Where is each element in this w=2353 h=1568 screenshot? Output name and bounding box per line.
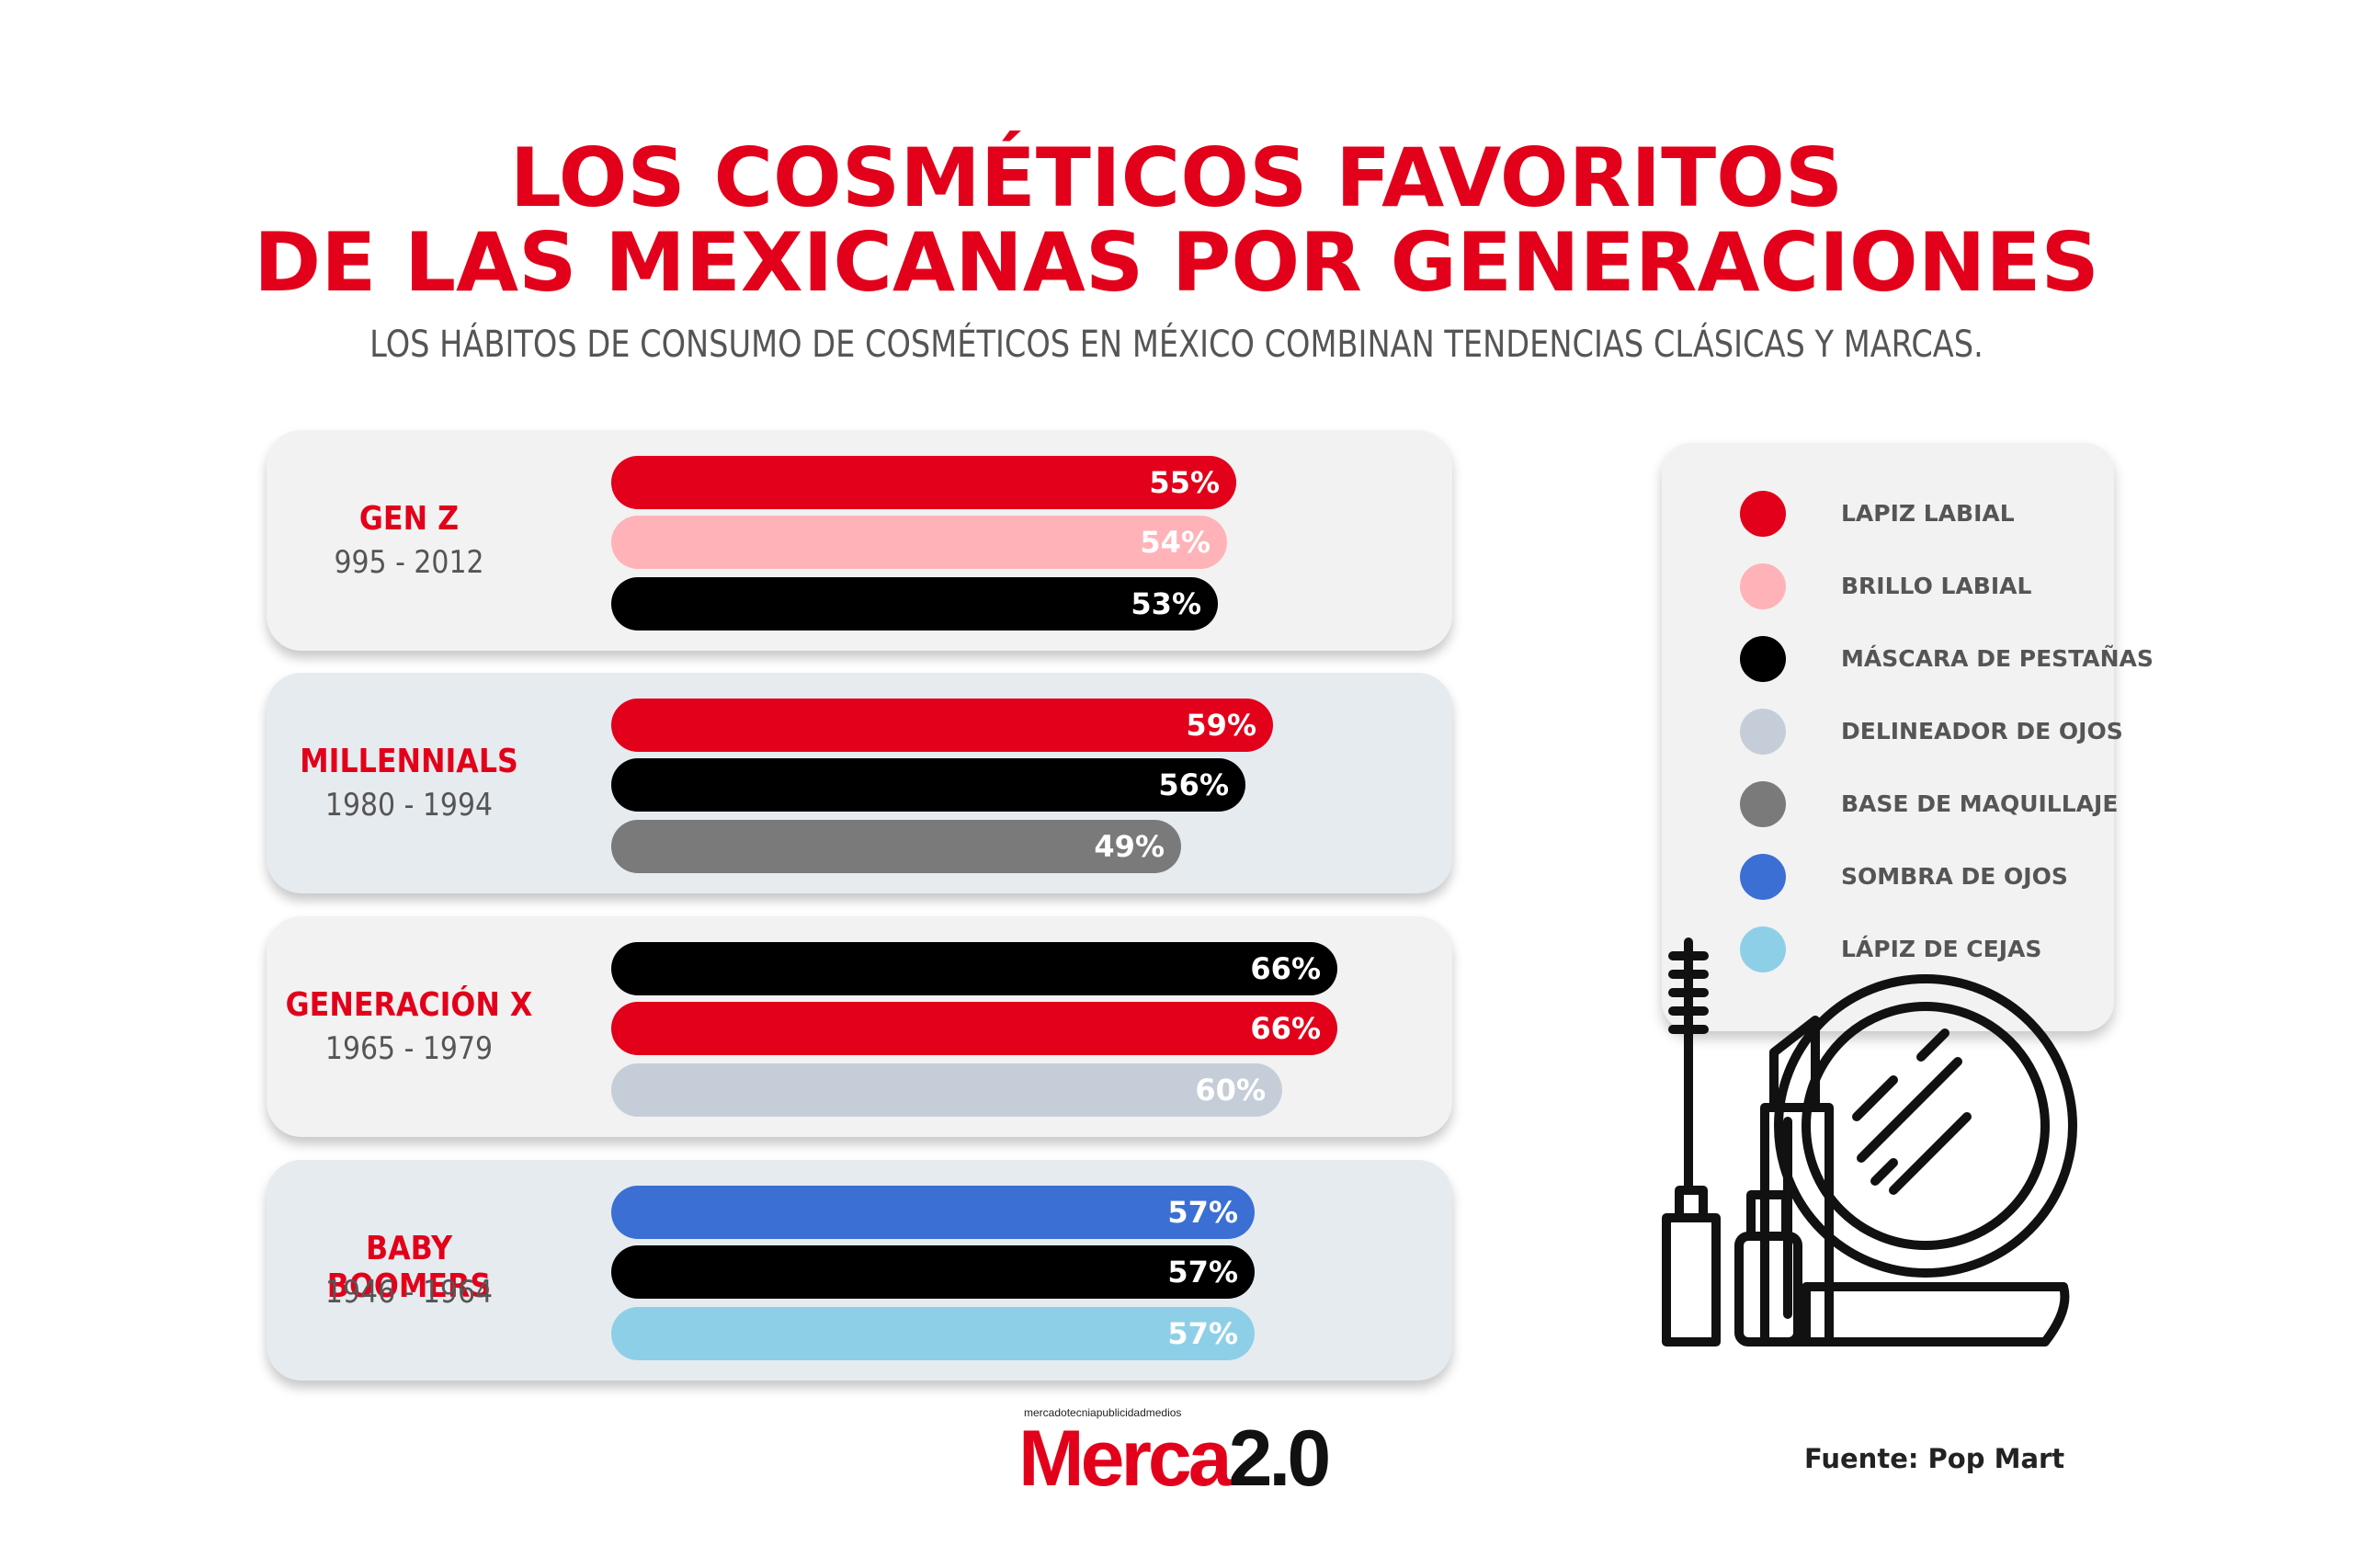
legend-label: DELINEADOR DE OJOS — [1841, 718, 2123, 744]
logo-text-black: 2.0 — [1228, 1415, 1332, 1503]
data-label: 66% — [1250, 951, 1321, 986]
generation-years: 995 - 2012 — [334, 544, 484, 581]
bar: 55% — [611, 456, 1236, 509]
title-line-1: LOS COSMÉTICOS FAVORITOS — [509, 131, 1844, 225]
generation-card: GEN Z 995 - 2012 55% 54% 53% — [267, 430, 1452, 651]
bar: 57% — [611, 1186, 1255, 1239]
legend-swatch — [1740, 709, 1786, 755]
legend-label: SOMBRA DE OJOS — [1841, 863, 2068, 890]
legend-label: LAPIZ LABIAL — [1841, 500, 2015, 527]
generation-card: BABY BOOMERS 1946 - 1964 57% 57% 57% — [267, 1160, 1452, 1381]
chart-title: LOS COSMÉTICOS FAVORITOS DE LAS MEXICANA… — [0, 136, 2353, 305]
legend-swatch — [1740, 781, 1786, 827]
legend-swatch — [1740, 636, 1786, 682]
data-label: 66% — [1250, 1011, 1321, 1046]
data-label: 57% — [1167, 1316, 1238, 1351]
bar: 57% — [611, 1245, 1255, 1299]
legend-label: LÁPIZ DE CEJAS — [1841, 936, 2042, 962]
cosmetics-illustration-icon — [1662, 937, 2077, 1346]
generation-name: GENERACIÓN X — [285, 986, 533, 1024]
data-label: 53% — [1131, 586, 1201, 621]
data-label: 60% — [1195, 1073, 1266, 1108]
logo-tagline: mercadotecniapublicidadmedios — [1024, 1406, 1182, 1419]
data-label: 59% — [1186, 708, 1256, 743]
generation-years: 1980 - 1994 — [324, 787, 494, 824]
bar: 56% — [611, 758, 1245, 812]
generation-years: 1946 - 1964 — [324, 1274, 494, 1311]
legend-label: MÁSCARA DE PESTAÑAS — [1841, 645, 2154, 672]
bar: 66% — [611, 1002, 1337, 1055]
legend-label: BASE DE MAQUILLAJE — [1841, 790, 2119, 817]
legend-label: BRILLO LABIAL — [1841, 573, 2032, 599]
generation-card: GENERACIÓN X 1965 - 1979 66% 66% 60% — [267, 916, 1452, 1137]
bar: 60% — [611, 1063, 1282, 1117]
generation-name: BABY BOOMERS — [326, 1230, 492, 1305]
title-line-2: DE LAS MEXICANAS POR GENERACIONES — [254, 215, 2099, 310]
bar: 54% — [611, 516, 1227, 569]
source-text: Fuente: Pop Mart — [1804, 1443, 2065, 1474]
legend: LAPIZ LABIAL BRILLO LABIAL MÁSCARA DE PEST… — [1662, 443, 2154, 1031]
legend-swatch — [1740, 854, 1786, 900]
legend-swatch — [1740, 563, 1786, 609]
data-label: 56% — [1158, 767, 1229, 802]
generation-card: MILLENNIALS 1980 - 1994 59% 56% 49% — [267, 673, 1452, 893]
generation-name: GEN Z — [358, 500, 460, 538]
generation-name: MILLENNIALS — [300, 743, 518, 780]
legend-swatch — [1740, 926, 1786, 972]
data-label: 54% — [1140, 525, 1211, 560]
chart-subtitle: LOS HÁBITOS DE CONSUMO DE COSMÉTICOS EN … — [369, 324, 1984, 366]
bar: 53% — [611, 577, 1218, 631]
bar: 59% — [611, 699, 1273, 752]
logo-text-red: Merca — [1018, 1415, 1233, 1503]
data-label: 49% — [1094, 829, 1165, 864]
data-label: 57% — [1167, 1255, 1238, 1290]
generation-years: 1965 - 1979 — [324, 1030, 494, 1067]
bar: 57% — [611, 1307, 1255, 1360]
legend-swatch — [1740, 491, 1786, 537]
merca-logo: mercadotecniapublicidadmedios Merca2.0 — [1018, 1406, 1386, 1507]
bar: 49% — [611, 820, 1181, 873]
data-label: 57% — [1167, 1195, 1238, 1230]
bar: 66% — [611, 942, 1337, 995]
data-label: 55% — [1149, 465, 1220, 500]
